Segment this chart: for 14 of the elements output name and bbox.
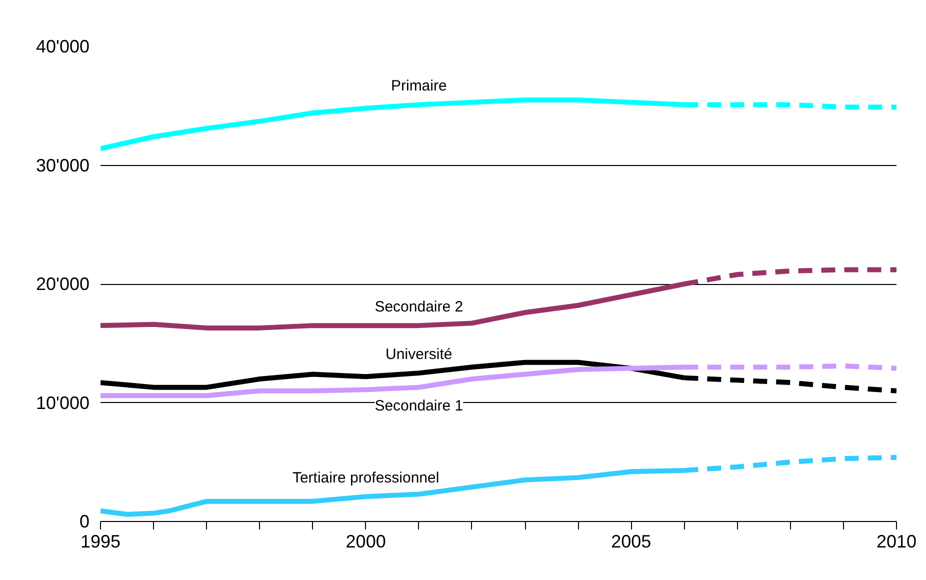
y-tick-label: 20'000	[36, 274, 90, 294]
x-tick-label: 2000	[346, 532, 386, 552]
y-tick-label: 40'000	[36, 36, 90, 56]
x-tick-label: 2010	[876, 532, 917, 552]
x-tick-label: 1995	[80, 532, 121, 552]
series-label: Tertiaire professionnel	[292, 470, 440, 487]
y-tick-label: 0	[79, 512, 90, 532]
series-label: Primaire	[390, 78, 447, 95]
y-tick-label: 10'000	[36, 392, 90, 413]
x-tick-label: 2005	[611, 532, 652, 552]
series-label: Secondaire 1	[374, 397, 464, 414]
series-label: Secondaire 2	[374, 298, 464, 316]
series-label: Université	[386, 346, 452, 364]
y-tick-label: 30'000	[36, 155, 90, 176]
